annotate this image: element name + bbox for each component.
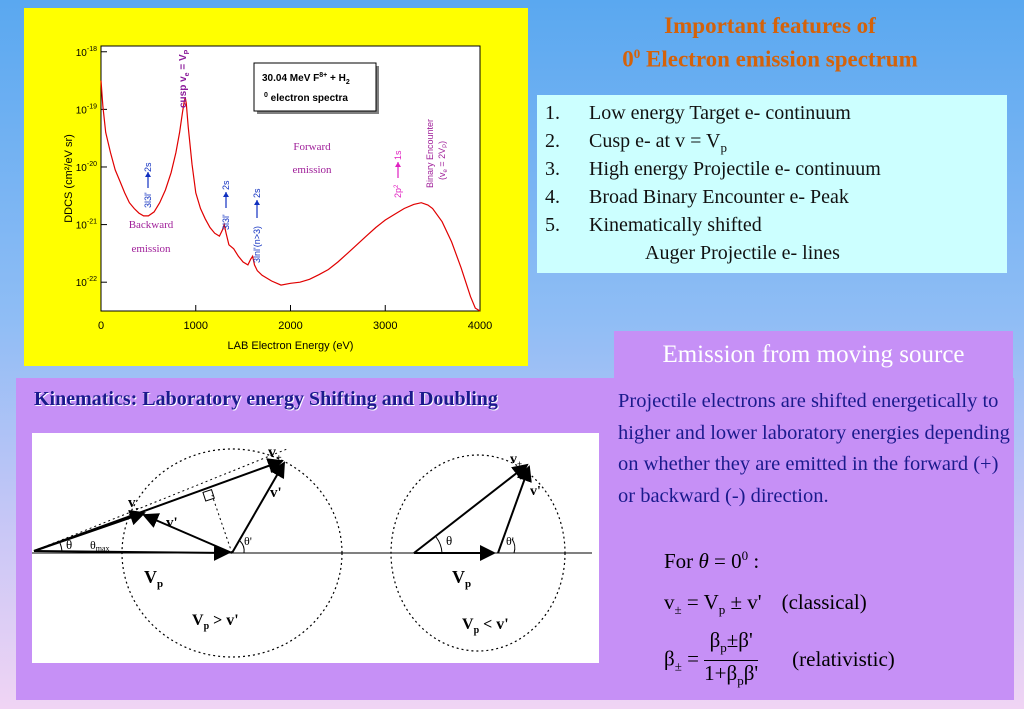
right-vp-label: Vp — [452, 567, 471, 590]
cusp-label: cusp ve = VP — [178, 49, 191, 108]
x-tick-label: 0 — [98, 320, 104, 332]
auger-2s-label-b: 2s — [221, 180, 231, 190]
diagram-vp-less: v+ v' θ θ' Vp Vp < v' — [390, 452, 566, 652]
feature-item-2: 2. Cusp e- at v = Vp — [545, 130, 727, 155]
x-tick-label: 1000 — [184, 320, 208, 332]
condition-greater: Vp > v' — [192, 612, 239, 632]
x-axis-label: LAB Electron Energy (eV) — [228, 340, 354, 352]
vp-label: Vp — [144, 567, 163, 590]
emission-heading: Emission from moving source — [614, 331, 1013, 378]
forward-label-2: emission — [292, 164, 332, 176]
x-tick-label: 3000 — [373, 320, 397, 332]
legend-line1: 30.04 MeV F8+ + H2 — [262, 72, 350, 86]
y-tick-label: 10-19 — [76, 103, 97, 116]
main-title-line1: Important features of — [664, 13, 876, 38]
main-title: Important features of 00 Electron emissi… — [540, 12, 1000, 74]
feature-item-1: 1. Low energy Target e- continuum — [545, 102, 851, 124]
auger-1s-label: 1s — [393, 150, 403, 160]
auger-3lnl-label: 3lnl'(n>3) — [252, 226, 262, 263]
vector-diagrams: v+ v' v- v' θ θmax θ' Vp Vp > v' v+ v' θ… — [32, 444, 592, 658]
auger-3l3l-label-b: 3l3l' — [221, 214, 231, 230]
forward-label-1: Forward — [293, 141, 331, 153]
backward-label-2: emission — [131, 243, 171, 255]
condition-less: Vp < v' — [462, 616, 509, 636]
equation-for-theta: For θ = 00 : — [664, 548, 760, 573]
v-minus-label: v- — [128, 495, 139, 514]
v-plus-label: v+ — [268, 444, 282, 464]
feature-item-4: 4. Broad Binary Encounter e- Peak — [545, 186, 849, 208]
y-tick-label: 10-20 — [76, 161, 97, 174]
main-title-line2: 00 Electron emission spectrum — [622, 46, 918, 72]
y-tick-label: 10-18 — [76, 46, 97, 59]
spectrum-chart: 0 1000 2000 3000 4000 10-18 10-19 10-20 10-21 10-… — [63, 45, 492, 352]
y-axis-label: DDCS (cm²/eV sr) — [63, 134, 75, 223]
backward-label-1: Backward — [129, 219, 174, 231]
right-theta-label: θ — [446, 533, 452, 548]
auger-2p2-label: 2p2 — [393, 184, 403, 198]
theta-label: θ — [66, 537, 72, 552]
right-v-plus-label: v+ — [510, 452, 522, 469]
x-tick-label: 2000 — [278, 320, 302, 332]
theta-prime-label: θ' — [244, 534, 252, 548]
spectrum-line — [100, 80, 481, 312]
right-theta-prime-label: θ' — [506, 534, 514, 548]
kinematics-heading: Kinematics: Laboratory energy Shifting a… — [34, 388, 498, 410]
features-list: 1. Low energy Target e- continuum 2. Cusp … — [537, 95, 1007, 273]
feature-item-3: 3. High energy Projectile e- continuum — [545, 158, 881, 180]
feature-item-5-cont: Auger Projectile e- lines — [645, 242, 840, 264]
chart-panel: 0 1000 2000 3000 4000 10-18 10-19 10-20 10-21 10-… — [24, 8, 528, 366]
legend-line2: 0 electron spectra — [264, 92, 348, 104]
y-tick-label: 10-21 — [76, 219, 97, 232]
v-prime-label: v' — [270, 485, 282, 501]
right-v-prime-label: v' — [530, 484, 541, 499]
chart-legend-box: 30.04 MeV F8+ + H2 0 electron spectra — [253, 62, 379, 114]
equation-classical: v± = Vp ± v' (classical) — [664, 590, 867, 618]
theta-max-label: θmax — [90, 538, 110, 553]
equation-relativistic: β± = βp±β' 1+βpβ' (relativistic) — [664, 628, 895, 689]
x-tick-label: 4000 — [468, 320, 492, 332]
binary-label-2: (ve = 2VP) — [437, 141, 449, 180]
auger-3l3l-label-a: 3l3l' — [143, 192, 153, 208]
auger-2s-label-c: 2s — [252, 188, 262, 198]
diagram-vp-greater: v+ v' v- v' θ θmax θ' Vp Vp > v' — [32, 444, 592, 658]
binary-label-1: Binary Encounter — [425, 119, 435, 188]
feature-item-5: 5. Kinematically shifted — [545, 214, 762, 236]
description-text: Projectile electrons are shifted energet… — [618, 390, 1010, 507]
auger-2s-label-a: 2s — [143, 162, 153, 172]
v-prime-mid-label: v' — [166, 515, 178, 531]
y-tick-label: 10-22 — [76, 276, 97, 289]
kinematics-diagram: v+ v' v- v' θ θmax θ' Vp Vp > v' v+ v' θ… — [32, 433, 599, 663]
